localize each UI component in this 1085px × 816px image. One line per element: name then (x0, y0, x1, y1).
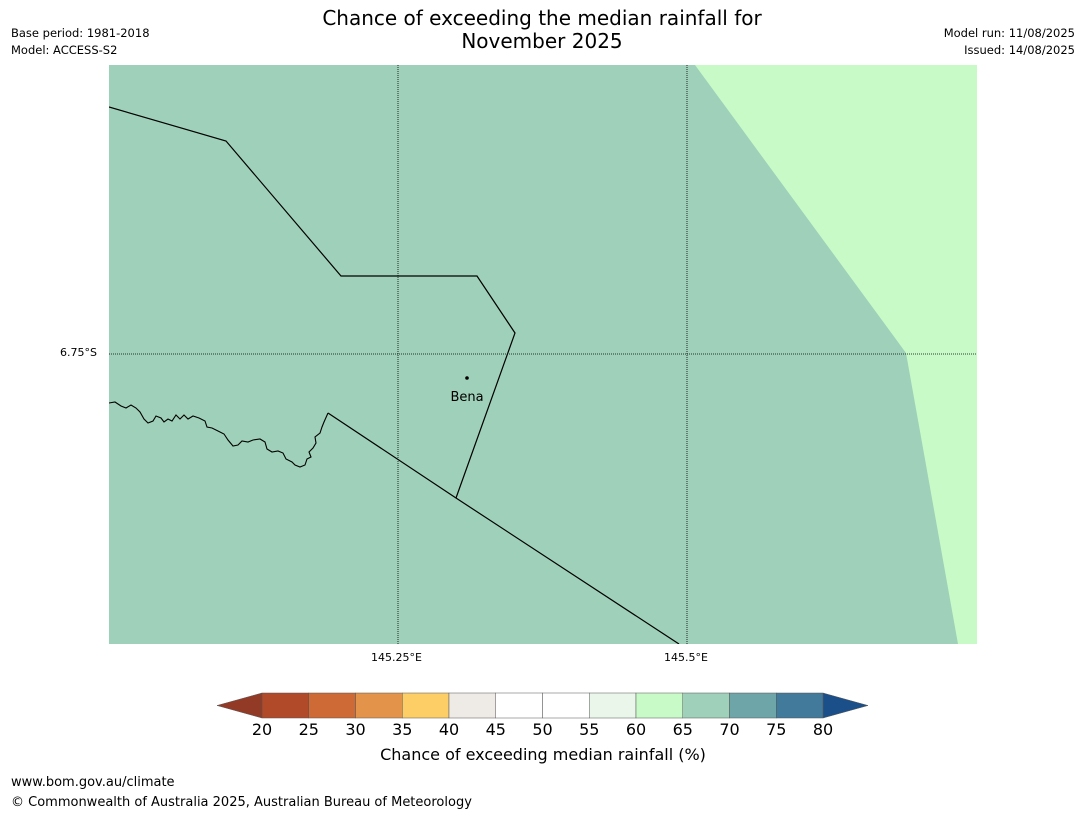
lat-label-6-75s: 6.75°S (60, 346, 97, 359)
base-period-text: Base period: 1981-2018 (11, 26, 150, 40)
colorbar-over-triangle (822, 692, 869, 719)
colorbar-tick-70: 70 (719, 720, 739, 739)
colorbar-tick-40: 40 (439, 720, 459, 739)
colorbar-segment-50-55 (542, 692, 590, 719)
title-line-1: Chance of exceeding the median rainfall … (322, 6, 762, 30)
map-region-60-65 (695, 65, 977, 644)
colorbar-tick-45: 45 (486, 720, 506, 739)
colorbar-tick-80: 80 (813, 720, 833, 739)
coastline (109, 401, 329, 468)
colorbar-segment-35-40 (402, 692, 450, 719)
province-boundary (109, 106, 516, 499)
footer-copyright: © Commonwealth of Australia 2025, Austra… (11, 795, 472, 810)
colorbar-tick-75: 75 (766, 720, 786, 739)
province-boundary-south (327, 412, 680, 644)
colorbar-segment-25-30 (308, 692, 356, 719)
colorbar-tick-30: 30 (345, 720, 365, 739)
colorbar-segment-55-60 (589, 692, 637, 719)
meta-left: Base period: 1981-2018 Model: ACCESS-S2 (11, 25, 150, 59)
colorbar-segment-40-45 (448, 692, 496, 719)
issued-text: Issued: 14/08/2025 (964, 43, 1075, 57)
map-title: Chance of exceeding the median rainfall … (242, 7, 842, 53)
colorbar-tick-20: 20 (252, 720, 272, 739)
model-run-text: Model run: 11/08/2025 (943, 26, 1075, 40)
bena-town-marker (465, 376, 469, 380)
footer-url[interactable]: www.bom.gov.au/climate (11, 775, 175, 790)
colorbar-tick-50: 50 (532, 720, 552, 739)
colorbar-tick-25: 25 (299, 720, 319, 739)
colorbar-tick-60: 60 (626, 720, 646, 739)
model-text: Model: ACCESS-S2 (11, 43, 118, 57)
colorbar-tick-55: 55 (579, 720, 599, 739)
colorbar-segment-30-35 (355, 692, 403, 719)
colorbar-segment-20-25 (261, 692, 309, 719)
colorbar-tick-35: 35 (392, 720, 412, 739)
colorbar-segment-75-80 (776, 692, 824, 719)
colorbar: 20 25 30 35 40 45 50 55 60 65 70 75 80 (216, 692, 869, 739)
lon-label-145-25e: 145.25°E (371, 651, 422, 664)
colorbar-segment-60-65 (635, 692, 683, 719)
colorbar-segment-65-70 (682, 692, 730, 719)
lon-label-145-5e: 145.5°E (664, 651, 708, 664)
colorbar-segment-45-50 (495, 692, 543, 719)
meta-right: Model run: 11/08/2025 Issued: 14/08/2025 (944, 25, 1075, 59)
colorbar-title: Chance of exceeding median rainfall (%) (380, 745, 706, 764)
colorbar-segment-70-75 (729, 692, 777, 719)
title-line-2: November 2025 (461, 29, 623, 53)
bena-town-label: Bena (450, 390, 483, 405)
colorbar-under-triangle (216, 692, 263, 719)
colorbar-tick-65: 65 (673, 720, 693, 739)
